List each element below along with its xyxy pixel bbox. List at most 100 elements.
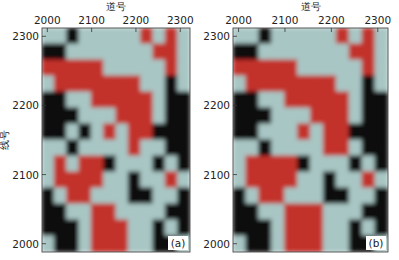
cell bbox=[375, 60, 388, 77]
cell bbox=[177, 172, 190, 189]
cell bbox=[177, 28, 190, 45]
cell bbox=[362, 204, 376, 221]
cell bbox=[375, 76, 388, 93]
cell bbox=[271, 188, 285, 205]
cell bbox=[177, 108, 190, 125]
x-tick-label: 2200 bbox=[318, 14, 345, 26]
cell bbox=[362, 44, 376, 61]
cell bbox=[271, 156, 285, 173]
cell bbox=[103, 172, 116, 189]
cell bbox=[128, 124, 141, 141]
cell bbox=[116, 60, 129, 77]
cell bbox=[128, 44, 141, 61]
panel: 20002100220023002000210022002300道号(b) bbox=[203, 1, 391, 253]
cell bbox=[177, 140, 190, 157]
cell bbox=[128, 92, 141, 109]
cell bbox=[284, 124, 298, 141]
cell bbox=[91, 108, 104, 125]
cell bbox=[116, 44, 129, 61]
x-tick bbox=[180, 28, 181, 32]
x-tick-label: 2200 bbox=[123, 14, 150, 26]
cell bbox=[79, 204, 92, 221]
cell bbox=[66, 124, 79, 141]
cell bbox=[91, 236, 104, 253]
cell bbox=[297, 220, 311, 237]
cell bbox=[362, 108, 376, 125]
y-tick-label: 2000 bbox=[203, 238, 230, 250]
cell bbox=[79, 140, 92, 157]
cell bbox=[103, 236, 116, 253]
cell bbox=[177, 44, 190, 61]
cell bbox=[116, 220, 129, 237]
cell bbox=[66, 44, 79, 61]
cell bbox=[349, 124, 363, 141]
cell bbox=[165, 92, 178, 109]
cell bbox=[375, 172, 388, 189]
cell bbox=[165, 124, 178, 141]
cell bbox=[42, 204, 55, 221]
frame bbox=[233, 28, 388, 252]
cell bbox=[66, 236, 79, 253]
cell bbox=[271, 140, 285, 157]
cell bbox=[91, 28, 104, 45]
cell bbox=[258, 108, 272, 125]
cell bbox=[284, 188, 298, 205]
cells bbox=[42, 28, 190, 252]
cell bbox=[310, 220, 324, 237]
cell bbox=[42, 156, 55, 173]
cell bbox=[140, 92, 153, 109]
cell bbox=[375, 124, 388, 141]
cell bbox=[336, 76, 350, 93]
cell bbox=[349, 108, 363, 125]
cell bbox=[297, 108, 311, 125]
cell bbox=[233, 60, 246, 77]
cell bbox=[165, 76, 178, 93]
cell bbox=[271, 92, 285, 109]
cell bbox=[245, 236, 259, 253]
cell bbox=[140, 220, 153, 237]
cell bbox=[258, 124, 272, 141]
y-tick bbox=[233, 243, 237, 244]
cell bbox=[128, 156, 141, 173]
x-tick bbox=[377, 28, 378, 32]
cell bbox=[245, 156, 259, 173]
cell bbox=[140, 44, 153, 61]
cell bbox=[103, 92, 116, 109]
y-tick bbox=[42, 36, 46, 37]
cell bbox=[258, 28, 272, 45]
cell bbox=[116, 124, 129, 141]
cell bbox=[297, 156, 311, 173]
cell bbox=[79, 92, 92, 109]
cell bbox=[54, 60, 67, 77]
cell bbox=[116, 92, 129, 109]
cell bbox=[128, 172, 141, 189]
cell bbox=[349, 92, 363, 109]
cell bbox=[116, 204, 129, 221]
cell bbox=[54, 172, 67, 189]
cell bbox=[42, 236, 55, 253]
y-tick-label: 2300 bbox=[203, 30, 230, 42]
cell bbox=[245, 28, 259, 45]
cell bbox=[233, 204, 246, 221]
cell bbox=[140, 108, 153, 125]
cell bbox=[42, 172, 55, 189]
cell bbox=[336, 60, 350, 77]
cell bbox=[66, 220, 79, 237]
cell bbox=[258, 156, 272, 173]
cell bbox=[297, 60, 311, 77]
cell bbox=[336, 204, 350, 221]
cell bbox=[258, 236, 272, 253]
cell bbox=[165, 172, 178, 189]
cell bbox=[245, 76, 259, 93]
cell bbox=[284, 220, 298, 237]
x-tick bbox=[284, 28, 285, 32]
cell bbox=[79, 28, 92, 45]
cell bbox=[140, 140, 153, 157]
x-tick bbox=[238, 28, 239, 32]
cell bbox=[245, 60, 259, 77]
cell bbox=[177, 156, 190, 173]
cell bbox=[375, 108, 388, 125]
cell bbox=[362, 28, 376, 45]
cell bbox=[177, 124, 190, 141]
cell bbox=[153, 92, 166, 109]
